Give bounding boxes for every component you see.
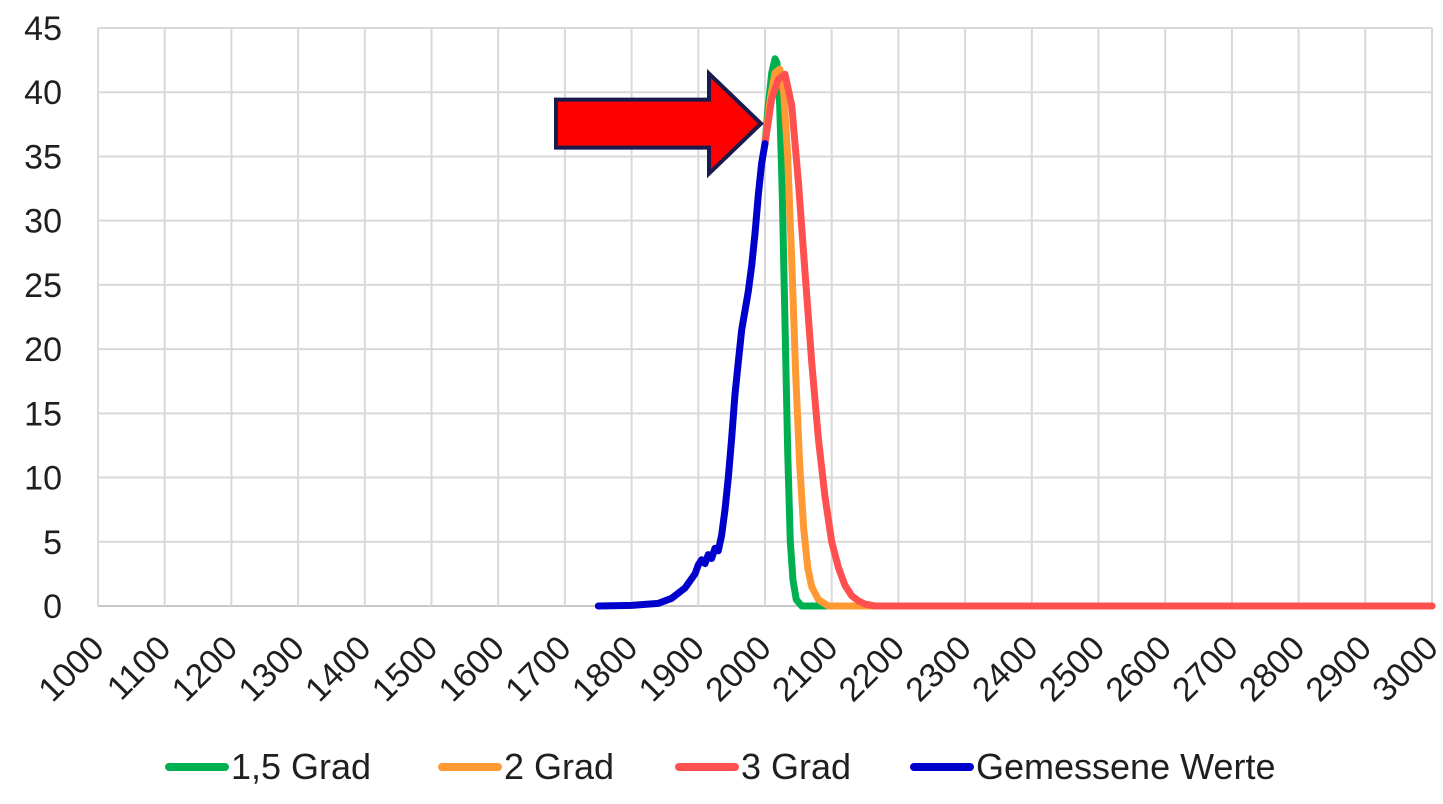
arrow-annotation [554,68,764,179]
y-tick-label: 10 [24,460,62,498]
y-tick-label: 40 [24,74,62,112]
x-tick-label: 1600 [432,629,512,709]
grid [97,27,1433,607]
x-tick-label: 1400 [298,629,378,709]
x-tick-label: 1800 [565,629,645,709]
x-tick-label: 2300 [898,629,978,709]
series-line-0 [761,55,1436,610]
x-tick-label: 1200 [165,629,245,709]
legend-label-0: 1,5 Grad [231,746,371,787]
x-tick-label: 2000 [698,629,778,709]
x-tick-label: 3000 [1365,629,1443,709]
y-axis-ticks: 0 5 10 15 20 25 30 35 40 45 [24,10,62,626]
x-tick-label: 2800 [1232,629,1312,709]
x-tick-label: 1300 [231,629,311,709]
x-tick-label: 2200 [832,629,912,709]
annotations [554,68,764,179]
x-tick-label: 1900 [632,629,712,709]
x-tick-label: 2100 [765,629,845,709]
legend-label-3: Gemessene Werte [976,746,1275,787]
series-line-3 [594,140,769,610]
x-tick-label: 2700 [1165,629,1245,709]
x-tick-label: 1700 [498,629,578,709]
series-line-2 [761,70,1436,610]
y-tick-label: 5 [43,524,62,562]
x-tick-label: 2400 [965,629,1045,709]
x-tick-label: 1100 [100,629,179,708]
y-tick-label: 20 [24,331,62,369]
y-tick-label: 35 [24,138,62,176]
x-tick-label: 1000 [31,629,111,709]
x-tick-label: 2600 [1099,629,1179,709]
x-axis-ticks: 1000110012001300140015001600170018001900… [31,629,1443,709]
legend-label-1: 2 Grad [504,746,614,787]
y-tick-label: 25 [24,267,62,305]
y-tick-label: 0 [43,588,62,626]
x-tick-label: 2900 [1299,629,1379,709]
x-tick-label: 1500 [365,629,445,709]
series-lines [594,55,1436,610]
series-line-1 [761,65,1436,610]
y-tick-label: 45 [24,10,62,48]
y-tick-label: 30 [24,203,62,241]
x-tick-label: 2500 [1032,629,1112,709]
legend-label-2: 3 Grad [741,746,851,787]
y-tick-label: 15 [24,395,62,433]
legend: 1,5 Grad 2 Grad 3 Grad Gemessene Werte [165,746,1275,787]
